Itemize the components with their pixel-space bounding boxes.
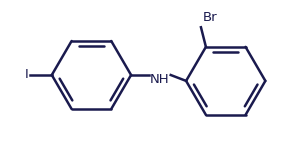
Text: NH: NH bbox=[150, 73, 169, 86]
Text: Br: Br bbox=[202, 11, 217, 24]
Text: I: I bbox=[25, 69, 28, 81]
